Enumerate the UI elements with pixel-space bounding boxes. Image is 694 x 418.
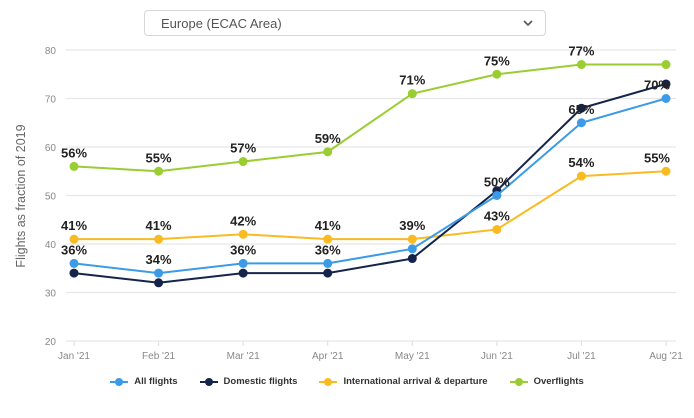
data-label: 36% [315,242,341,257]
series-line-international-arrival-departure [74,170,667,241]
data-label: 36% [61,242,87,257]
data-label: 36% [230,242,256,257]
data-point [492,191,502,200]
data-label: 41% [61,218,87,233]
data-point [238,258,248,268]
x-tick-label: Jul '21 [567,351,596,362]
chevron-down-icon [523,20,533,27]
legend-label: Domestic flights [223,376,298,387]
data-point [407,254,417,264]
data-label: 39% [399,218,425,233]
region-select-value: Europe (ECAC Area) [161,15,282,31]
data-point [69,234,79,244]
legend-marker-icon [509,377,528,386]
data-label: 65% [568,102,594,117]
data-label: 56% [61,145,87,160]
data-label: 50% [484,175,510,190]
data-point [407,244,417,254]
series-line-overflights [73,63,666,173]
x-tick-label: May '21 [395,351,430,362]
data-label: 42% [230,213,256,228]
data-point [69,258,79,268]
data-point [69,268,79,278]
legend-marker-icon [319,377,338,386]
data-point [661,166,671,176]
data-label: 55% [644,150,670,165]
x-tick-label: Feb '21 [142,351,175,362]
y-tick-label: 70 [45,95,57,106]
y-tick-label: 60 [45,143,57,154]
data-point [238,268,248,278]
data-point [576,171,586,181]
legend-marker-icon [199,377,218,386]
data-point [492,69,502,79]
data-point [323,258,333,268]
data-label: 43% [484,208,510,223]
data-label: 55% [146,150,172,165]
legend-marker-icon [110,377,129,386]
series-line-domestic-flights [73,82,667,284]
series-line-all-flights [73,97,667,275]
y-tick-label: 50 [45,192,57,203]
data-label: 41% [146,218,172,233]
data-label: 71% [399,73,425,88]
data-point [154,278,164,288]
data-point [238,229,248,239]
data-label: 77% [568,44,594,59]
y-tick-label: 80 [45,46,57,57]
data-point [323,147,333,157]
legend-label: Overflights [533,376,584,387]
x-tick-label: Jun '21 [481,351,513,362]
region-select[interactable]: Europe (ECAC Area) [144,10,546,36]
data-point [576,60,586,70]
y-tick-label: 40 [45,240,57,251]
y-tick-label: 20 [45,337,57,348]
legend-label: International arrival & departure [343,376,488,387]
data-point [154,166,164,176]
x-tick-label: Mar '21 [227,351,260,362]
x-tick-label: Apr '21 [312,351,344,362]
data-point [576,118,586,128]
data-point [69,161,79,171]
data-point [661,94,671,103]
data-label: 57% [230,141,256,156]
data-point [661,79,671,89]
data-label: 54% [568,155,594,170]
x-tick-label: Aug '21 [649,351,683,362]
data-point [154,268,164,278]
data-point [576,103,586,113]
data-point [154,234,164,244]
legend-item[interactable]: Domestic flights [199,376,298,387]
data-point [323,234,333,244]
legend: All flights Domestic flights International… [0,376,694,387]
data-label: 34% [146,252,172,267]
legend-item[interactable]: All flights [110,376,178,387]
data-point [407,234,417,244]
data-point [238,157,248,167]
data-point [323,268,333,278]
data-label: 75% [484,53,510,68]
legend-label: All flights [134,376,178,387]
legend-item[interactable]: Overflights [509,376,584,387]
data-point [407,89,417,99]
y-tick-label: 30 [45,289,57,300]
data-label: 70% [644,78,670,93]
data-label: 59% [315,131,341,146]
legend-item[interactable]: International arrival & departure [319,376,488,387]
data-label: 41% [315,218,341,233]
x-tick-label: Jan '21 [58,351,90,362]
data-point [492,224,502,234]
data-point [661,60,671,70]
